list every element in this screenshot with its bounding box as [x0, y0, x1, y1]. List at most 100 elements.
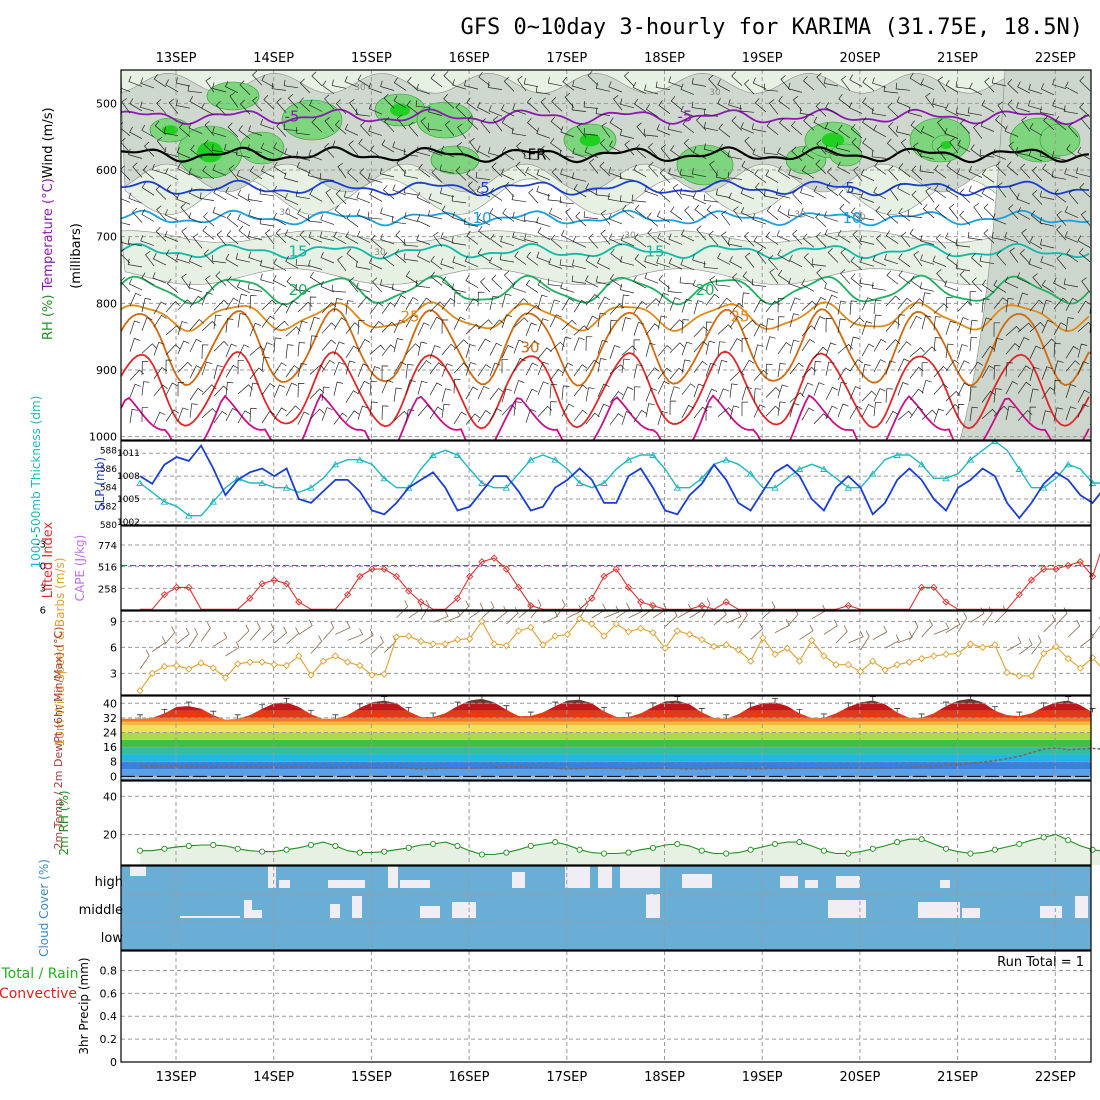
wind-barb — [335, 189, 347, 205]
wind-barb — [252, 96, 263, 112]
wind10-point — [270, 661, 278, 669]
wind-barb — [297, 342, 306, 357]
wind-barb — [945, 232, 959, 245]
wind-barb — [769, 268, 779, 284]
precip-legend-total: Total / Rain — [0, 966, 78, 982]
panel-frames — [120, 69, 1092, 1063]
wind-barb — [477, 364, 491, 377]
wind-barb — [849, 359, 863, 372]
wind-barb — [913, 142, 923, 158]
wind-barb — [153, 301, 167, 315]
wind-barb — [444, 120, 455, 136]
wind-barb — [1007, 78, 1019, 94]
cloud-gap — [130, 866, 146, 876]
wind-barb — [873, 314, 882, 329]
wind10-barb — [310, 635, 323, 654]
thickness-point — [868, 470, 877, 477]
wind-barb — [681, 298, 693, 313]
wind-barb — [190, 144, 203, 159]
wind10-point — [795, 657, 804, 665]
cloud-gap — [836, 876, 860, 888]
wind-barb — [983, 203, 995, 219]
wind-barb — [727, 238, 743, 248]
wind-barb — [1029, 123, 1043, 136]
wind-barb — [800, 186, 815, 198]
wind10-point — [1076, 664, 1084, 672]
wind-barb — [225, 381, 234, 397]
cloud-gap — [646, 894, 660, 918]
temp-stripe — [121, 769, 1091, 777]
wind-barb — [453, 292, 461, 307]
wind-barb — [369, 344, 385, 355]
wind-barb — [383, 93, 395, 109]
wind-barb — [225, 343, 237, 358]
wind-barb — [909, 72, 923, 86]
wind-barb — [297, 320, 308, 335]
thickness-point — [331, 460, 340, 468]
wind-barb — [368, 257, 383, 270]
wind-barb — [957, 139, 971, 153]
rh-contour-label: 30 — [709, 88, 721, 98]
wind-barb — [659, 168, 671, 184]
wind-barb — [777, 205, 791, 219]
wind-barb — [285, 344, 294, 359]
li-point — [173, 583, 181, 591]
wind-barb — [824, 211, 839, 222]
wind-barb — [708, 230, 719, 246]
wind-barb — [851, 137, 863, 153]
wind-legend-label: Wind (m/s) — [41, 107, 56, 178]
wind-barb — [321, 339, 336, 351]
wind-barb — [801, 165, 815, 179]
wind-barb — [141, 272, 155, 286]
wind-barb — [537, 227, 551, 241]
li-point — [1064, 561, 1072, 570]
wind-barb — [717, 324, 733, 335]
temp-max-marker — [1040, 702, 1047, 707]
temp-max-marker — [845, 702, 852, 707]
wind-barb — [729, 315, 744, 328]
wind-barb — [127, 237, 143, 247]
wind-barb — [811, 258, 827, 267]
wind-barb — [813, 361, 822, 376]
wind-barb — [128, 278, 143, 291]
wind-barb — [525, 304, 541, 315]
wind-barb — [212, 164, 227, 176]
wind-barb — [683, 138, 695, 154]
wind-barb — [813, 316, 826, 330]
wind-barb — [440, 145, 455, 158]
li-point — [343, 591, 352, 599]
wind-barb — [489, 408, 502, 422]
wind-barb — [561, 319, 577, 331]
wind-barb — [643, 128, 659, 137]
wind-barb — [824, 282, 839, 294]
wind10-barb — [408, 602, 423, 619]
wind-barb — [897, 341, 912, 354]
wind-barb — [333, 412, 348, 425]
wind-barb — [417, 322, 430, 336]
wind-barb — [585, 275, 599, 288]
wind-barb — [789, 362, 804, 375]
wind-barb — [777, 401, 786, 416]
wind-barb — [777, 165, 791, 179]
wind-barb — [934, 204, 947, 219]
wind-barb — [945, 320, 957, 335]
wind-barb — [164, 147, 179, 158]
wind-barb — [1053, 360, 1064, 375]
wind-barb — [165, 79, 179, 93]
wind-barb — [981, 279, 995, 293]
date-label-top: 22SEP — [1035, 51, 1076, 66]
wind10-barb — [481, 601, 495, 619]
wind-barb — [433, 231, 443, 247]
wind-barb — [837, 403, 849, 418]
wind-barb — [981, 317, 993, 332]
temp-tick-label: 16 — [103, 741, 117, 754]
wind-barb — [489, 362, 501, 377]
wind-barb — [644, 185, 659, 197]
wind-barb — [945, 104, 959, 117]
wind-barb — [572, 235, 587, 248]
wind-barb — [283, 123, 299, 132]
wind-barb — [815, 101, 827, 117]
wind10-barb — [530, 599, 542, 619]
wind-barb — [333, 297, 343, 313]
wind-barb — [561, 297, 575, 311]
